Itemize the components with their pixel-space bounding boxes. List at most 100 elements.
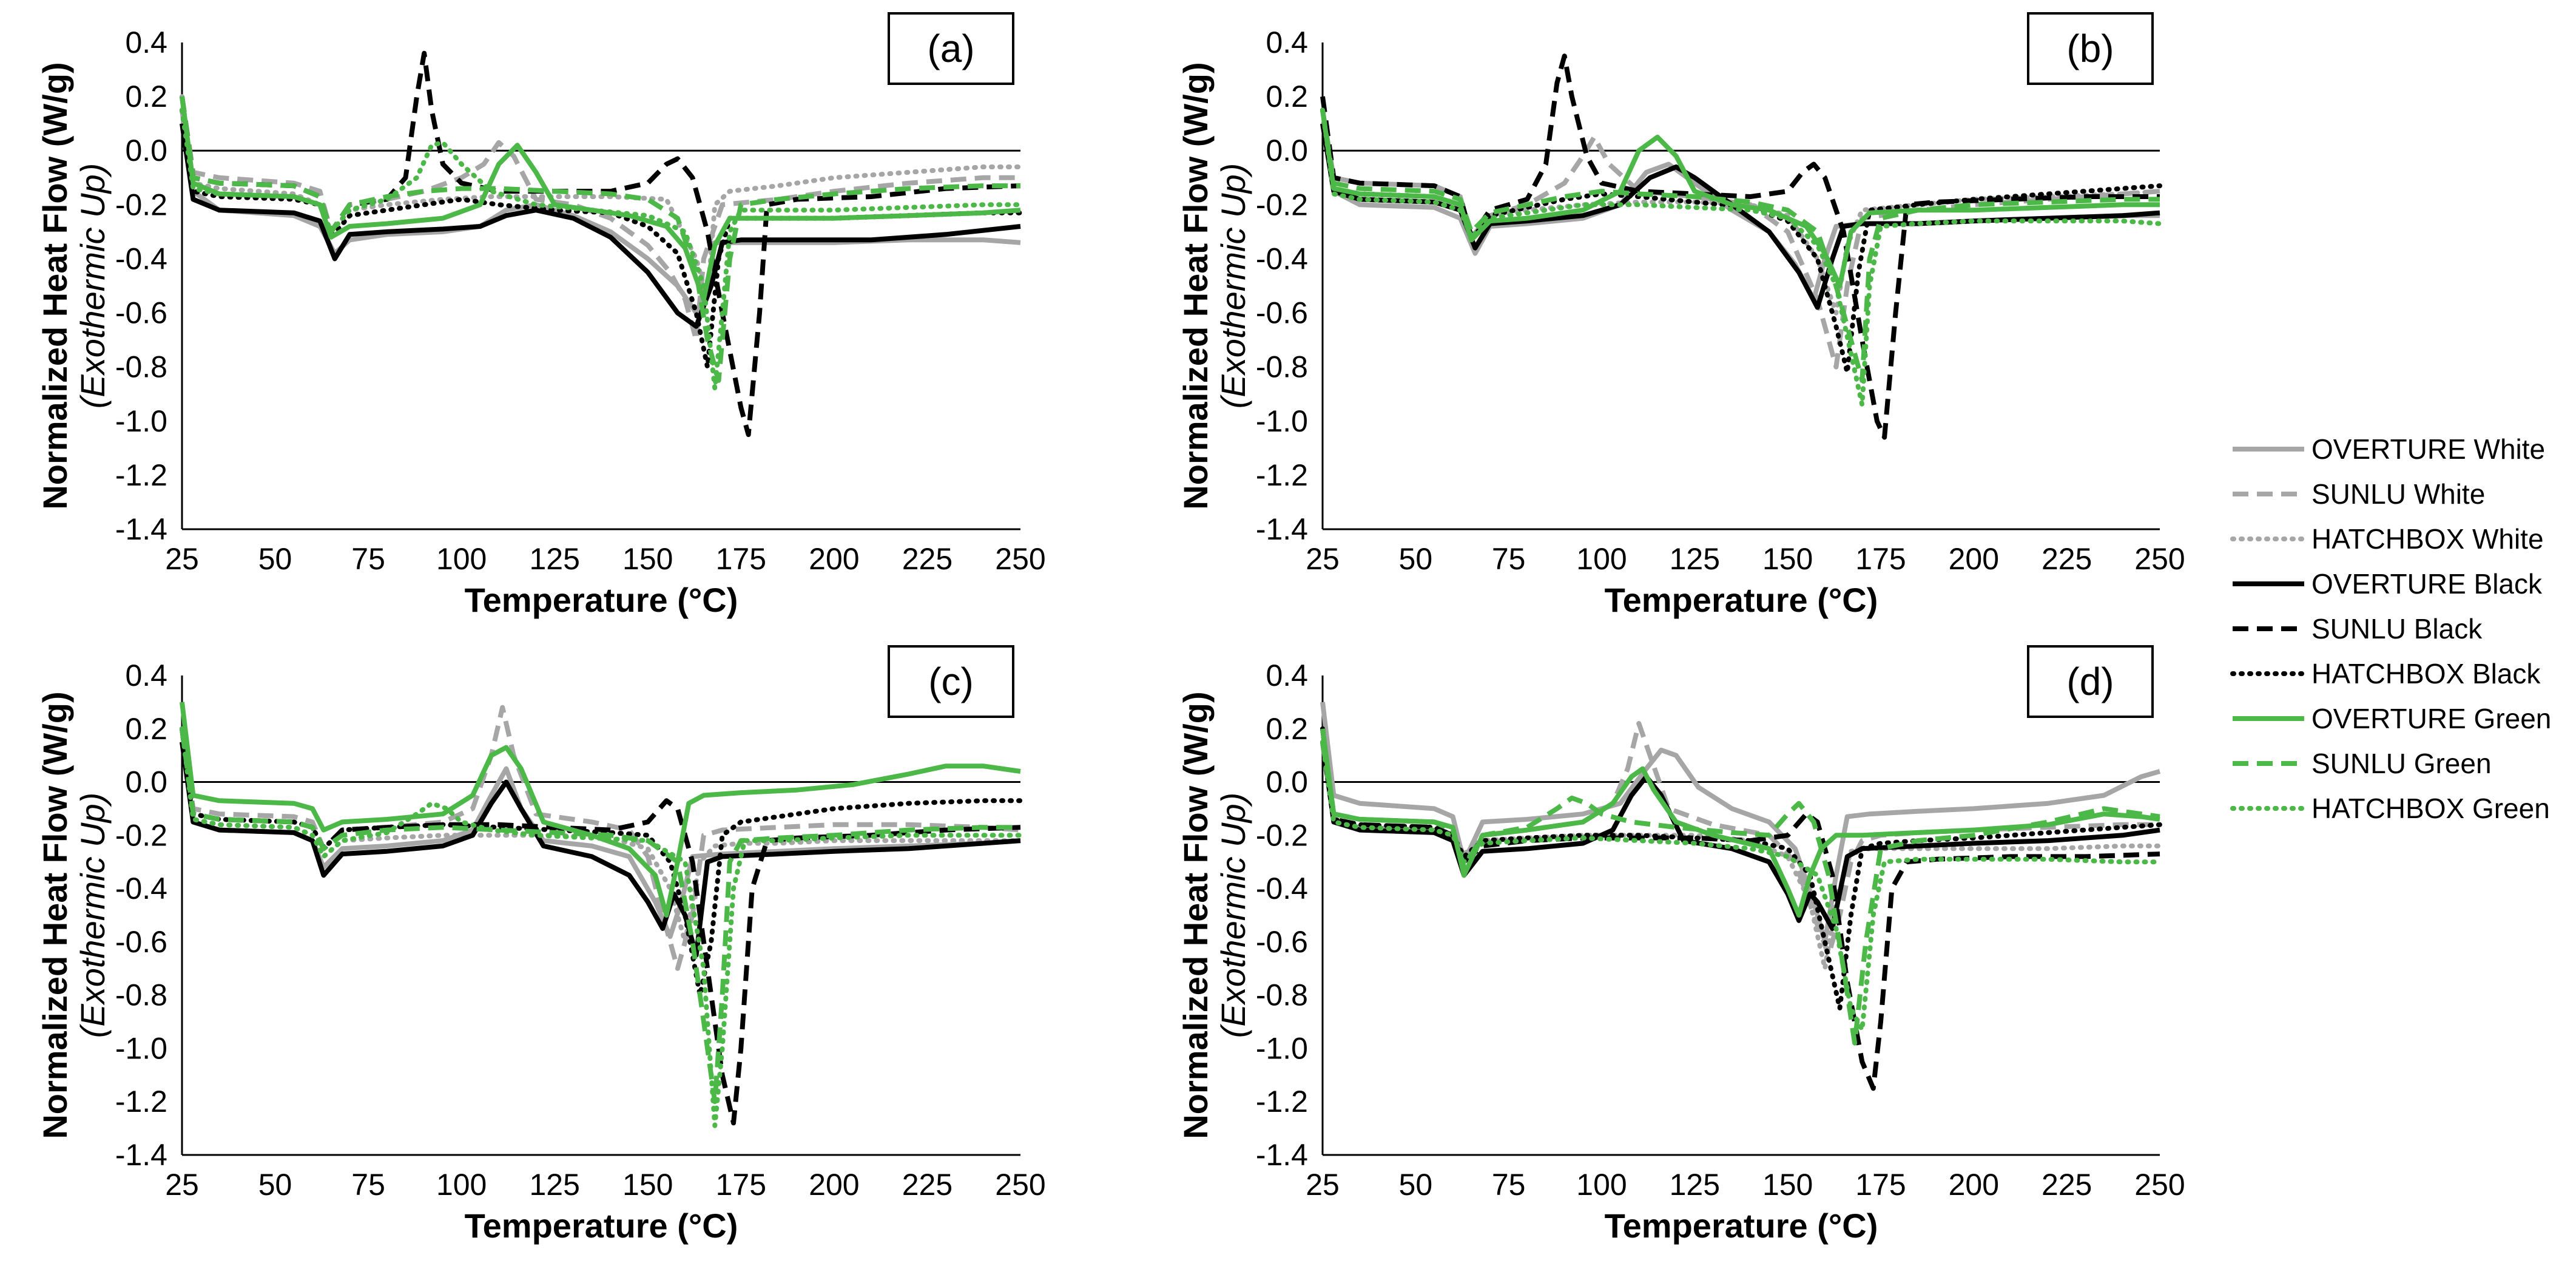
chart-panel-c: 0.4 0.2 0.0 -0.2 -0.4 -0.6 -0.8 -1.0 -1.2 -1.425 5… [36, 645, 1046, 1245]
y-tick-label: -0.8 [1256, 978, 1308, 1012]
series-line-overture-black [180, 123, 1021, 329]
y-axis-subtitle: (Exothermic Up) [73, 793, 112, 1038]
series-line-sunlu-green [180, 96, 1020, 383]
series-line-overture-green [1320, 728, 2160, 918]
x-tick-label: 225 [902, 1168, 953, 1202]
y-tick-label: 0.4 [125, 658, 167, 692]
x-axis-title: Temperature (°C) [465, 1207, 738, 1245]
y-tick-label: 0.2 [1266, 712, 1308, 746]
series-line-sunlu-green [180, 728, 1020, 1105]
panel-label: (c) [928, 660, 974, 703]
panel-label: (b) [2066, 27, 2114, 70]
legend-label: OVERTURE White [2311, 433, 2545, 465]
series-line-hatchbox-white [1320, 726, 2162, 971]
y-axis-subtitle: (Exothermic Up) [1214, 793, 1252, 1038]
x-tick-label: 150 [1762, 1168, 1813, 1202]
x-tick-label: 250 [2134, 542, 2185, 576]
series-line-sunlu-black [1320, 53, 2160, 440]
x-tick-label: 125 [530, 542, 580, 576]
series-line-hatchbox-green [180, 726, 1023, 1128]
y-tick-label: 0.4 [1266, 658, 1308, 692]
x-tick-label: 50 [1399, 542, 1433, 576]
y-tick-label: -0.2 [115, 188, 167, 222]
panel-label: (d) [2066, 660, 2114, 703]
y-tick-label: 0.0 [125, 134, 167, 168]
x-tick-label: 75 [1492, 1168, 1526, 1202]
y-tick-label: 0.2 [1266, 80, 1308, 113]
y-tick-label: 0.2 [125, 712, 167, 746]
panel-label-box [888, 645, 1014, 718]
x-tick-label: 225 [2042, 542, 2092, 576]
legend-label: SUNLU White [2311, 478, 2485, 510]
panel-label-box [888, 12, 1014, 85]
x-axis-title: Temperature (°C) [1605, 581, 1878, 619]
series-line-hatchbox-green [1320, 739, 2162, 1032]
x-tick-label: 125 [1670, 1168, 1720, 1202]
y-tick-label: -1.0 [115, 404, 167, 438]
x-tick-label: 100 [436, 1168, 487, 1202]
x-tick-label: 225 [902, 542, 953, 576]
series-line-sunlu-black [1320, 728, 2160, 1091]
x-tick-label: 200 [809, 1168, 859, 1202]
y-axis-subtitle: (Exothermic Up) [73, 163, 112, 409]
y-tick-label: -1.4 [115, 512, 167, 546]
y-tick-label: 0.0 [125, 765, 167, 799]
y-tick-label: 0.4 [125, 25, 167, 59]
chart-panel-b: 0.4 0.2 0.0 -0.2 -0.4 -0.6 -0.8 -1.0 -1.2 -1.425 5… [1176, 12, 2185, 619]
series-line-sunlu-white [180, 705, 1021, 971]
chart-panel-a: 0.4 0.2 0.0 -0.2 -0.4 -0.6 -0.8 -1.0 -1.2 -1.425 5… [36, 12, 1046, 619]
series-line-overture-green [180, 702, 1021, 918]
y-tick-label: -1.2 [115, 1085, 167, 1119]
legend-label: HATCHBOX White [2311, 523, 2544, 555]
chart-panel-d: 0.4 0.2 0.0 -0.2 -0.4 -0.6 -0.8 -1.0 -1.2 -1.425 5… [1176, 645, 2185, 1245]
x-tick-label: 200 [809, 542, 859, 576]
x-tick-label: 50 [1399, 1168, 1433, 1202]
x-tick-label: 225 [2042, 1168, 2092, 1202]
x-tick-label: 25 [165, 1168, 199, 1202]
x-tick-label: 150 [1762, 542, 1813, 576]
x-tick-label: 25 [1306, 1168, 1340, 1202]
x-tick-label: 75 [351, 1168, 385, 1202]
x-tick-label: 25 [165, 542, 199, 576]
y-tick-label: -1.2 [115, 458, 167, 492]
x-tick-label: 250 [995, 1168, 1045, 1202]
series-line-overture-white [1320, 702, 2161, 944]
y-tick-label: -0.8 [115, 350, 167, 384]
y-axis-subtitle: (Exothermic Up) [1214, 163, 1252, 409]
y-axis-title: Normalized Heat Flow (W/g) [36, 62, 74, 509]
x-tick-label: 175 [716, 1168, 766, 1202]
y-tick-label: -0.2 [115, 818, 167, 852]
x-tick-label: 75 [1492, 542, 1526, 576]
y-tick-label: -0.2 [1256, 818, 1308, 852]
x-tick-label: 150 [622, 542, 673, 576]
panel-label-box [2027, 645, 2154, 718]
series-line-hatchbox-green [1320, 107, 2162, 407]
y-tick-label: -1.4 [115, 1138, 167, 1172]
series-line-hatchbox-black [1320, 107, 2162, 375]
series-line-overture-black [180, 742, 1021, 958]
legend-label: HATCHBOX Green [2311, 793, 2550, 824]
y-tick-label: 0.0 [1266, 765, 1308, 799]
y-tick-label: -0.4 [1256, 872, 1308, 905]
y-tick-label: -0.4 [115, 242, 167, 276]
panel-label: (a) [927, 27, 974, 70]
legend: OVERTURE White SUNLU White HATCHBOX White O… [2230, 433, 2551, 824]
y-tick-label: -1.0 [115, 1031, 167, 1065]
y-tick-label: 0.2 [125, 80, 167, 113]
series-line-sunlu-green [1320, 742, 2160, 1046]
y-tick-label: -0.8 [115, 978, 167, 1012]
series-line-hatchbox-black [1320, 726, 2162, 1011]
x-tick-label: 175 [1855, 1168, 1906, 1202]
series-line-sunlu-black [180, 728, 1021, 1126]
legend-label: SUNLU Black [2311, 613, 2483, 645]
y-axis-title: Normalized Heat Flow (W/g) [1176, 691, 1215, 1139]
y-axis-title: Normalized Heat Flow (W/g) [1176, 62, 1215, 509]
series-line-sunlu-green [1320, 109, 2160, 383]
legend-label: OVERTURE Black [2311, 568, 2543, 600]
series-line-sunlu-white [1320, 109, 2160, 370]
y-tick-label: -0.2 [1256, 188, 1308, 222]
legend-label: HATCHBOX Black [2311, 658, 2541, 689]
y-tick-label: -0.6 [115, 925, 167, 959]
x-axis-title: Temperature (°C) [465, 581, 738, 619]
